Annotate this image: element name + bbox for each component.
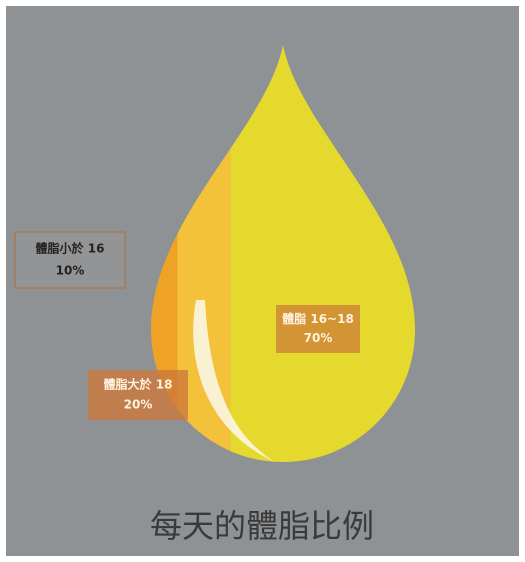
category-label: 體脂大於 18: [104, 377, 173, 392]
label-box: [276, 305, 360, 353]
category-label: 體脂 16~18: [282, 311, 354, 326]
category-label: 體脂小於 16: [36, 240, 105, 255]
chart-title: 每天的體脂比例: [150, 507, 374, 545]
label-box: [14, 231, 126, 289]
value-label: 20%: [124, 398, 153, 412]
value-label: 10%: [56, 264, 85, 278]
highlight: [193, 300, 275, 462]
value-label: 70%: [304, 331, 333, 345]
label-box: [88, 370, 188, 420]
